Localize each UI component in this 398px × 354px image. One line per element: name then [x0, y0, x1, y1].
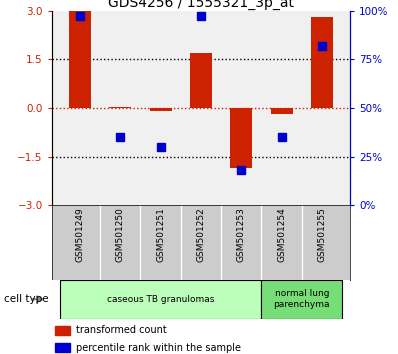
- Bar: [55, 343, 70, 352]
- Text: GSM501250: GSM501250: [116, 207, 125, 262]
- Bar: [311, 17, 333, 108]
- Text: GSM501254: GSM501254: [277, 207, 286, 262]
- Text: transformed count: transformed count: [76, 325, 166, 335]
- Text: GSM501253: GSM501253: [237, 207, 246, 262]
- Bar: [60, 280, 261, 319]
- Bar: [150, 108, 172, 111]
- Text: GSM501251: GSM501251: [156, 207, 165, 262]
- Bar: [69, 11, 91, 108]
- Bar: [230, 108, 252, 168]
- Text: cell type: cell type: [4, 294, 49, 304]
- Bar: [55, 326, 70, 335]
- Text: GSM501252: GSM501252: [197, 207, 205, 262]
- Text: caseous TB granulomas: caseous TB granulomas: [107, 295, 215, 304]
- Title: GDS4256 / 1555321_3p_at: GDS4256 / 1555321_3p_at: [108, 0, 294, 10]
- Text: normal lung
parenchyma: normal lung parenchyma: [273, 290, 330, 309]
- Bar: [190, 53, 212, 108]
- Text: GSM501255: GSM501255: [318, 207, 326, 262]
- Bar: [261, 280, 342, 319]
- Bar: [271, 108, 293, 114]
- Text: percentile rank within the sample: percentile rank within the sample: [76, 343, 241, 353]
- Text: GSM501249: GSM501249: [76, 207, 84, 262]
- Bar: [109, 107, 131, 108]
